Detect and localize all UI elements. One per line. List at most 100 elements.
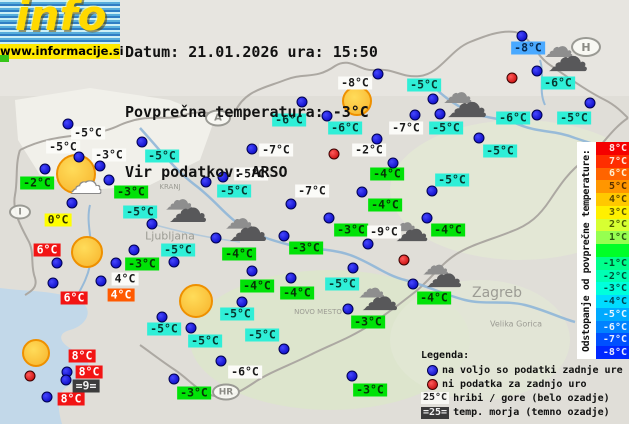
station-dot-current xyxy=(347,262,359,274)
station-dot-current xyxy=(278,230,290,242)
cloud-highlight: ☁ xyxy=(421,249,450,281)
temperature-label: -5°C xyxy=(161,243,195,257)
map-place-name: Ljubljana xyxy=(145,229,195,243)
temperature-label: -5°C xyxy=(435,173,469,187)
logo-url-link[interactable]: www.informacije.si xyxy=(0,44,124,59)
station-dot-current xyxy=(516,30,528,42)
legend-white-chip: 25°C xyxy=(421,392,450,405)
scale-entry: -7°C xyxy=(596,333,629,347)
sun-icon xyxy=(179,284,213,318)
station-dot-current xyxy=(210,232,222,244)
temperature-label: -3°C xyxy=(353,383,387,397)
temperature-label: 8°C xyxy=(68,349,96,363)
station-dot-current xyxy=(278,343,290,355)
temperature-label: 0°C xyxy=(44,213,72,227)
station-dot-current xyxy=(110,257,122,269)
map-header: Datum: 21.01.2026 ura: 15:50 Povprečna t… xyxy=(125,2,378,222)
scale-entry xyxy=(596,244,629,257)
station-dot-current xyxy=(321,110,333,122)
scale-entry: -6°C xyxy=(596,320,629,334)
station-dot-current xyxy=(342,303,354,315)
temperature-label: -4°C xyxy=(431,223,465,237)
temperature-label: -5°C xyxy=(234,167,268,181)
temperature-label: -3°C xyxy=(334,223,368,237)
station-dot-current xyxy=(285,198,297,210)
station-dot-current xyxy=(246,143,258,155)
station-dot-current xyxy=(60,374,72,386)
temperature-label: -5°C xyxy=(245,328,279,342)
station-dot-current xyxy=(356,186,368,198)
temperature-label: -8°C xyxy=(511,41,545,55)
station-dot-current xyxy=(584,97,596,109)
temperature-label: -3°C xyxy=(114,185,148,199)
temperature-label: 8°C xyxy=(57,392,85,406)
legend-items: na voljo so podatki zadnje ure ni podatka… xyxy=(421,363,629,420)
temperature-label: -4°C xyxy=(222,247,256,261)
station-dot-current xyxy=(168,373,180,385)
station-dot-current xyxy=(41,391,53,403)
station-dot-current xyxy=(136,136,148,148)
scale-entry: 1°C xyxy=(596,231,629,245)
legend-item: na voljo so podatki zadnje ure xyxy=(421,363,629,377)
cloud-body: ☁ xyxy=(70,163,102,201)
scale-entry: -1°C xyxy=(596,256,629,270)
temperature-label: 4°C xyxy=(111,272,139,286)
temperature-label: -2°C xyxy=(352,143,386,157)
station-dot-current xyxy=(47,277,59,289)
legend-item: 25°C hribi / gore (belo ozadje) xyxy=(421,391,629,405)
station-dot-current xyxy=(531,109,543,121)
site-logo[interactable]: info www.informacije.si xyxy=(0,0,124,62)
map-place-name: Velika Gorica xyxy=(489,319,543,329)
temperature-label: -5°C xyxy=(557,111,591,125)
legend-item-text: na voljo so podatki zadnje ure xyxy=(442,364,623,376)
temperature-label: -5°C xyxy=(429,121,463,135)
map-place-name: NOVO MESTO xyxy=(294,308,342,316)
temperature-label: -4°C xyxy=(417,291,451,305)
legend: Legenda: na voljo so podatki zadnje ure n… xyxy=(421,349,629,420)
temperature-label: 4°C xyxy=(107,288,135,302)
station-dot-no-data xyxy=(24,370,36,382)
station-dot-current xyxy=(434,108,446,120)
station-dot-current xyxy=(51,257,63,269)
station-dot-current xyxy=(236,296,248,308)
temperature-label: -4°C xyxy=(370,167,404,181)
header-date-line: Datum: 21.01.2026 ura: 15:50 xyxy=(125,43,378,61)
cloud-body: ☁ xyxy=(361,275,399,319)
temperature-label: 6°C xyxy=(60,291,88,305)
legend-item-text: ni podatka za zadnjo uro xyxy=(442,378,587,390)
station-dot-current xyxy=(421,212,433,224)
station-dot-current xyxy=(387,157,399,169)
temperature-label: -7°C xyxy=(259,143,293,157)
temperature-label: -3°C xyxy=(92,148,126,162)
temperature-label: 8°C xyxy=(75,365,103,379)
cloud-body: ☁ xyxy=(425,252,463,296)
map-place-name: Zagreb xyxy=(471,285,523,301)
legend-item: ni podatka za zadnjo uro xyxy=(421,377,629,391)
legend-item: =25= temp. morja (temno ozadje) xyxy=(421,406,629,420)
station-dot-current xyxy=(323,212,335,224)
scale-entry: 7°C xyxy=(596,154,629,168)
temperature-label: -5°C xyxy=(220,307,254,321)
legend-title: Legenda: xyxy=(421,350,470,361)
temperature-label: -5°C xyxy=(46,140,80,154)
station-dot-current xyxy=(372,68,384,80)
temperature-label: -3°C xyxy=(177,386,211,400)
station-dot-current xyxy=(94,160,106,172)
temperature-label: -3°C xyxy=(289,241,323,255)
temperature-label: -4°C xyxy=(368,198,402,212)
temperature-scale: Odstopanje od povprečne temperature: 8°C… xyxy=(577,142,629,360)
temperature-label: -3°C xyxy=(351,315,385,329)
road-sign-i: I xyxy=(9,204,31,220)
temperature-label: -5°C xyxy=(145,149,179,163)
station-dot-current xyxy=(285,272,297,284)
cloud-body: ☁ xyxy=(228,205,268,251)
temperature-label: -4°C xyxy=(240,279,274,293)
station-dot-current xyxy=(156,311,168,323)
temperature-label: -6°C xyxy=(541,76,575,90)
temperature-label: -5°C xyxy=(123,205,157,219)
temperature-label: 6°C xyxy=(33,243,61,257)
scale-rows: 8°C 7°C 6°C 5°C 4°C 3°C 2°C 1°C -1°C -2°C -3°C -4°C… xyxy=(596,142,629,360)
legend-item-text: temp. morja (temno ozadje) xyxy=(453,407,610,419)
